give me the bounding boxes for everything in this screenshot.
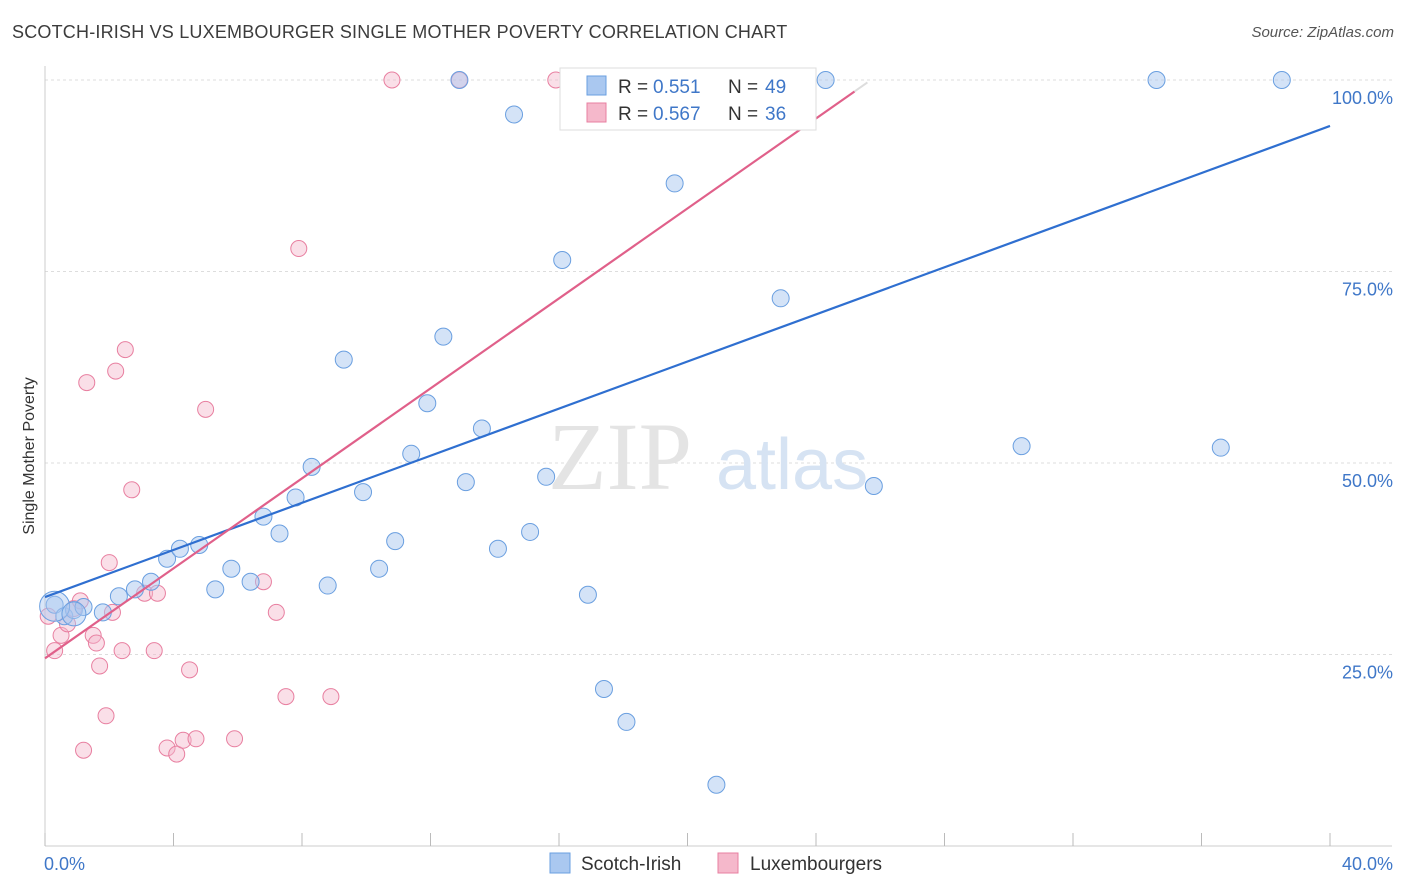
bottom-legend-label-scotch-irish: Scotch-Irish — [581, 854, 681, 875]
luxembourgers-point-26 — [197, 400, 215, 418]
scotch-irish-cluster-2 — [61, 601, 87, 627]
scotch-irish-point-34 — [578, 585, 597, 604]
luxembourgers-point-16 — [116, 341, 134, 359]
scotch-irish-point-20 — [354, 483, 373, 502]
scotch-irish-point-45 — [1012, 437, 1031, 456]
bottom-legend-swatch-scotch-irish — [549, 852, 571, 874]
legend-swatch-luxembourgers — [586, 102, 607, 123]
legend-r-value-scotch-irish: 0.551 — [653, 77, 701, 98]
scotch-irish-point-5 — [109, 587, 128, 606]
legend-n-label-2: N = — [728, 104, 758, 125]
bottom-legend-swatch-luxembourgers — [717, 852, 739, 874]
scotch-irish-point-27 — [456, 473, 475, 492]
luxembourgers-point-24 — [181, 661, 199, 679]
scotch-irish-point-36 — [617, 712, 636, 731]
y-tick-labels: 25.0% 50.0% 75.0% 100.0% — [1332, 88, 1393, 683]
scotch-irish-point-30 — [505, 105, 524, 124]
y-tick-label-75: 75.0% — [1342, 280, 1393, 300]
scotch-irish-point-12 — [222, 559, 241, 578]
scotch-irish-point-46 — [1147, 71, 1166, 89]
scotch-irish-point-26 — [450, 71, 469, 89]
legend-n-value-luxembourgers: 36 — [765, 104, 786, 125]
luxembourgers-trend-line — [44, 90, 856, 660]
legend-n-value-scotch-irish: 49 — [765, 77, 786, 98]
luxembourgers-point-30 — [277, 688, 295, 706]
legend-r-label-2: R = — [618, 104, 648, 125]
luxembourgers-point-12 — [100, 554, 118, 572]
luxembourgers-point-9 — [87, 634, 105, 652]
luxembourgers-point-6 — [75, 741, 93, 759]
scotch-irish-point-25 — [434, 327, 453, 346]
y-tick-label-50: 50.0% — [1342, 471, 1393, 491]
source-credit: Source: ZipAtlas.com — [1251, 24, 1394, 41]
luxembourgers-point-11 — [97, 707, 115, 725]
scotch-irish-point-48 — [1272, 71, 1291, 89]
scotch-irish-point-22 — [386, 532, 405, 551]
scotch-irish-point-42 — [771, 289, 790, 308]
scotch-irish-points — [39, 71, 1291, 794]
scotch-irish-point-35 — [594, 679, 613, 698]
luxembourgers-point-21 — [158, 739, 176, 757]
scotch-irish-point-33 — [553, 251, 572, 270]
scotch-irish-point-0 — [45, 595, 64, 614]
scotch-irish-trend-line — [44, 124, 1331, 599]
scotch-irish-point-18 — [318, 576, 337, 595]
scotch-irish-point-11 — [206, 580, 225, 599]
luxembourgers-point-10 — [91, 657, 109, 675]
scotch-irish-point-31 — [521, 522, 540, 541]
luxembourgers-point-33 — [383, 71, 401, 89]
x-ticks — [44, 833, 1331, 846]
luxembourgers-points — [39, 71, 565, 763]
legend-n-label-1: N = — [728, 77, 758, 98]
scotch-irish-point-9 — [170, 539, 189, 558]
trend-lines — [44, 81, 1331, 660]
chart-title: SCOTCH-IRISH VS LUXEMBOURGER SINGLE MOTH… — [12, 22, 788, 42]
luxembourgers-point-14 — [107, 362, 125, 380]
x-tick-label-min: 0.0% — [44, 854, 85, 874]
scotch-irish-point-21 — [370, 559, 389, 578]
scotch-irish-point-44 — [864, 476, 883, 495]
watermark-zip: ZIP — [548, 403, 692, 510]
legend-swatch-scotch-irish — [586, 75, 607, 96]
luxembourgers-point-32 — [322, 688, 340, 706]
luxembourgers-point-31 — [290, 240, 308, 258]
scotch-irish-point-38 — [665, 174, 684, 193]
scotch-irish-point-29 — [488, 539, 507, 558]
scotch-irish-point-43 — [816, 71, 835, 89]
luxembourgers-trend-extension — [853, 81, 868, 93]
luxembourgers-point-29 — [267, 603, 285, 621]
y-tick-label-100: 100.0% — [1332, 88, 1393, 108]
scotch-irish-point-15 — [270, 524, 289, 543]
watermark: ZIP atlas — [548, 403, 868, 510]
legend-r-value-luxembourgers: 0.567 — [653, 104, 701, 125]
luxembourgers-point-25 — [187, 730, 205, 748]
luxembourgers-point-19 — [145, 642, 163, 660]
luxembourgers-point-23 — [174, 731, 192, 749]
scotch-irish-point-19 — [334, 350, 353, 369]
y-tick-label-25: 25.0% — [1342, 663, 1393, 683]
scotch-irish-point-13 — [241, 572, 260, 591]
series-legend: Scotch-Irish Luxembourgers — [549, 852, 882, 875]
legend-r-label-1: R = — [618, 77, 648, 98]
scotch-irish-point-47 — [1211, 438, 1230, 457]
scotch-irish-point-39 — [707, 775, 726, 794]
scotch-irish-point-32 — [537, 467, 556, 486]
bottom-legend-label-luxembourgers: Luxembourgers — [750, 854, 882, 875]
luxembourgers-point-17 — [123, 481, 141, 499]
axes — [44, 66, 1392, 847]
y-axis-label: Single Mother Poverty — [21, 377, 38, 534]
grid-lines — [45, 79, 1392, 655]
correlation-legend: R = 0.551 N = 49 R = 0.567 N = 36 — [559, 67, 817, 131]
x-tick-label-max: 40.0% — [1342, 854, 1393, 874]
scotch-irish-point-24 — [418, 394, 437, 413]
watermark-atlas: atlas — [716, 425, 868, 505]
luxembourgers-point-15 — [113, 642, 131, 660]
luxembourgers-point-27 — [226, 730, 244, 748]
luxembourgers-point-7 — [78, 374, 96, 392]
x-tick-labels: 0.0% 40.0% — [44, 854, 1393, 874]
luxembourgers-point-22 — [168, 745, 186, 763]
